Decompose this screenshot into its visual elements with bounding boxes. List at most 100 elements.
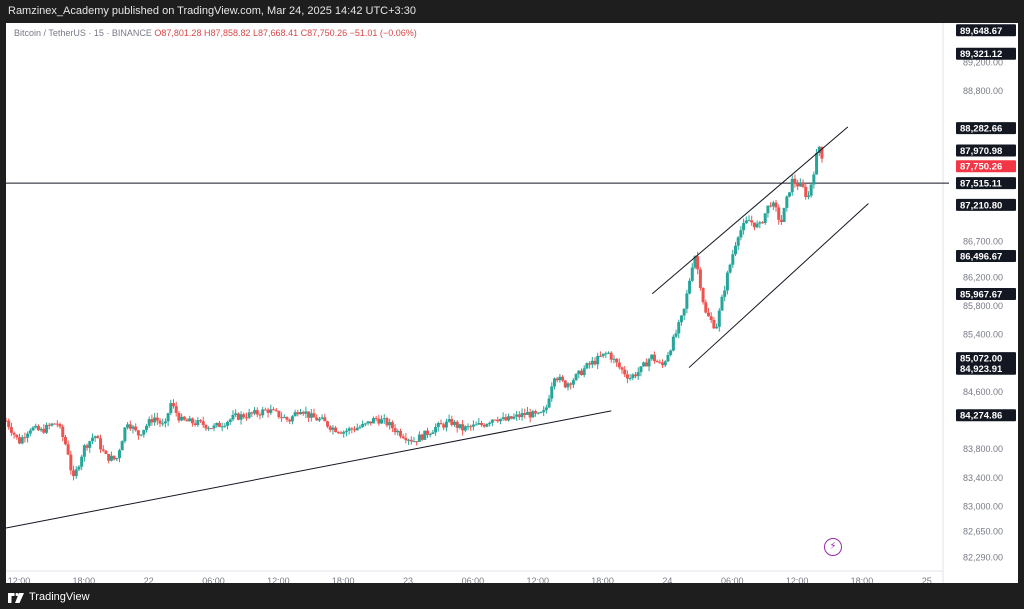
candle-up	[758, 222, 762, 224]
price-label-badge	[956, 250, 1016, 263]
candle-up	[536, 412, 540, 414]
candle-up	[558, 376, 562, 381]
candle-down	[517, 414, 521, 418]
candle-up	[674, 333, 678, 337]
candle-up	[571, 380, 575, 385]
candle-up	[717, 310, 721, 327]
candle-up	[142, 429, 146, 435]
candle-down	[652, 354, 656, 361]
candle-down	[274, 409, 278, 411]
candle-down	[69, 454, 73, 471]
candle-up	[682, 308, 686, 316]
candle-up	[798, 183, 802, 187]
candle-down	[480, 423, 484, 425]
price-label: 84,923.91	[960, 364, 1003, 375]
candle-up	[485, 424, 489, 427]
candle-up	[447, 419, 451, 422]
candle-up	[269, 409, 273, 413]
candle-up	[299, 412, 303, 415]
candle-down	[769, 205, 773, 207]
candle-up	[169, 403, 173, 414]
candle-down	[136, 430, 140, 436]
candle-down	[328, 426, 332, 430]
candle-up	[26, 433, 30, 438]
candle-up	[412, 441, 416, 443]
price-tick-label: 82,290.00	[963, 552, 1003, 562]
candle-down	[750, 220, 754, 223]
candle-up	[650, 354, 654, 360]
candle-up	[144, 425, 148, 430]
time-tick-label: 12:00	[786, 576, 809, 583]
candle-up	[463, 426, 467, 431]
candle-down	[58, 424, 62, 427]
candle-down	[777, 207, 781, 220]
candle-down	[263, 409, 267, 411]
candle-up	[663, 361, 667, 366]
candle-up	[647, 359, 651, 367]
candle-down	[442, 424, 446, 428]
candle-down	[620, 367, 624, 370]
price-label-badge	[956, 47, 1016, 60]
candle-up	[161, 423, 165, 425]
candle-down	[185, 419, 189, 422]
candle-up	[431, 432, 435, 434]
candle-down	[761, 222, 765, 224]
candle-up	[690, 267, 694, 281]
candle-down	[801, 183, 805, 187]
candle-down	[561, 376, 565, 381]
candle-down	[104, 450, 108, 454]
price-tick-label: 86,200.00	[963, 272, 1003, 282]
candle-down	[150, 419, 154, 423]
time-tick-label: 24	[662, 576, 672, 583]
price-tick-label: 85,400.00	[963, 330, 1003, 340]
candle-up	[282, 417, 286, 419]
price-label: 85,967.67	[960, 289, 1002, 300]
candle-up	[809, 184, 813, 196]
candle-down	[404, 437, 408, 441]
candle-up	[720, 296, 724, 311]
candle-up	[366, 421, 370, 424]
candle-down	[101, 449, 105, 451]
candle-up	[382, 418, 386, 420]
candle-down	[398, 430, 402, 437]
chart-panel[interactable]: 82,290.00 82,650.00 83,000.00 83,400.00 83,8…	[6, 23, 1018, 583]
price-label-badge	[956, 177, 1016, 190]
lightning-icon[interactable]: ⚡	[824, 538, 842, 556]
candle-down	[461, 424, 465, 431]
time-tick-label: 12:00	[267, 576, 290, 583]
candle-up	[763, 213, 767, 224]
candle-up	[817, 146, 821, 154]
candle-up	[693, 256, 697, 268]
time-tick-label: 06:00	[721, 576, 744, 583]
candle-down	[409, 439, 413, 442]
candle-down	[7, 420, 11, 428]
tradingview-footer: TradingView	[0, 586, 1024, 609]
candle-up	[34, 425, 38, 428]
candle-down	[804, 186, 808, 197]
price-chart[interactable]: 82,290.00 82,650.00 83,000.00 83,400.00 83,8…	[6, 23, 1018, 583]
candle-down	[336, 432, 340, 434]
candle-down	[61, 426, 65, 438]
candle-up	[74, 469, 78, 477]
candle-up	[466, 426, 470, 428]
candle-up	[293, 412, 297, 417]
candle-down	[47, 424, 51, 426]
candle-up	[636, 372, 640, 377]
candle-down	[593, 360, 597, 365]
candle-up	[93, 436, 97, 438]
candle-up	[488, 422, 492, 425]
candle-up	[566, 383, 570, 388]
candle-up	[669, 350, 673, 355]
candle-up	[815, 153, 819, 175]
candle-up	[577, 370, 581, 375]
price-tick-label: 84,600.00	[963, 387, 1003, 397]
price-label-badge	[956, 144, 1016, 157]
time-tick-label: 23	[403, 576, 413, 583]
candle-up	[126, 424, 130, 428]
candle-down	[563, 380, 567, 388]
candle-down	[793, 178, 797, 184]
price-label: 87,210.80	[960, 200, 1002, 211]
candle-down	[285, 417, 289, 420]
candle-down	[617, 362, 621, 368]
candle-up	[582, 368, 586, 376]
